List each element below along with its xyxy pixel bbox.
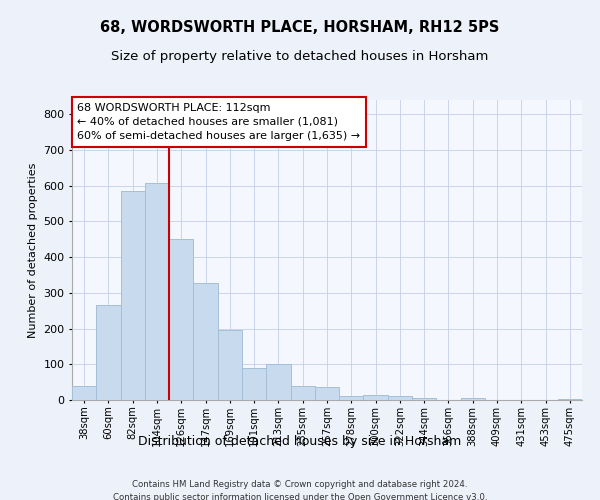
Bar	[145, 183, 169, 400]
Bar	[412, 398, 436, 400]
Bar	[96, 306, 121, 400]
Text: Contains public sector information licensed under the Open Government Licence v3: Contains public sector information licen…	[113, 492, 487, 500]
Bar	[290, 386, 315, 400]
Bar	[266, 364, 290, 400]
Y-axis label: Number of detached properties: Number of detached properties	[28, 162, 38, 338]
Bar	[218, 330, 242, 400]
Bar	[193, 283, 218, 400]
Bar	[364, 396, 388, 400]
Bar	[339, 396, 364, 400]
Bar	[242, 368, 266, 400]
Text: Contains HM Land Registry data © Crown copyright and database right 2024.: Contains HM Land Registry data © Crown c…	[132, 480, 468, 489]
Text: 68, WORDSWORTH PLACE, HORSHAM, RH12 5PS: 68, WORDSWORTH PLACE, HORSHAM, RH12 5PS	[100, 20, 500, 35]
Bar	[169, 240, 193, 400]
Text: Size of property relative to detached houses in Horsham: Size of property relative to detached ho…	[112, 50, 488, 63]
Text: 68 WORDSWORTH PLACE: 112sqm
← 40% of detached houses are smaller (1,081)
60% of : 68 WORDSWORTH PLACE: 112sqm ← 40% of det…	[77, 103, 360, 141]
Bar	[315, 387, 339, 400]
Bar	[121, 191, 145, 400]
Bar	[72, 386, 96, 400]
Bar	[461, 398, 485, 400]
Bar	[388, 396, 412, 400]
Text: Distribution of detached houses by size in Horsham: Distribution of detached houses by size …	[139, 435, 461, 448]
Bar	[558, 398, 582, 400]
